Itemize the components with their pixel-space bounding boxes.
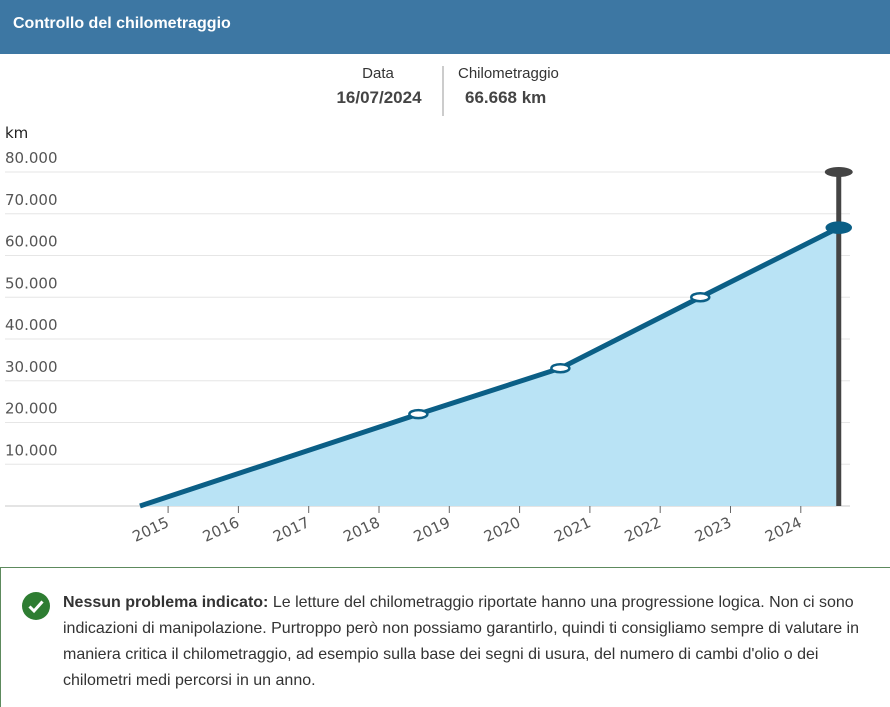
x-tick-label: 2021 bbox=[551, 513, 593, 545]
x-tick-label: 2023 bbox=[692, 513, 734, 545]
y-tick-label: 30.000 bbox=[5, 358, 58, 376]
y-tick-label: 10.000 bbox=[5, 441, 58, 459]
y-tick-label: 60.000 bbox=[5, 233, 58, 251]
x-tick-label: 2022 bbox=[622, 513, 664, 545]
tooltip-mileage-label: Chilometraggio bbox=[458, 65, 559, 82]
y-tick-label: 40.000 bbox=[5, 316, 58, 334]
data-point bbox=[408, 408, 429, 420]
x-tick-label: 2015 bbox=[130, 513, 172, 545]
data-point bbox=[825, 221, 853, 234]
notice: Nessun problema indicato: Le letture del… bbox=[0, 567, 890, 707]
x-tick-label: 2016 bbox=[200, 513, 242, 545]
area-fill bbox=[139, 227, 839, 506]
notice-title: Nessun problema indicato: bbox=[63, 594, 269, 611]
header-title: Controllo del chilometraggio bbox=[0, 0, 890, 54]
x-tick-label: 2024 bbox=[762, 513, 804, 545]
cursor-cap bbox=[824, 167, 853, 177]
y-tick-label: 80.000 bbox=[5, 149, 58, 167]
data-point bbox=[550, 362, 571, 374]
x-tick-label: 2020 bbox=[481, 513, 523, 545]
tooltip-date: 16/07/2024 bbox=[336, 88, 422, 107]
y-tick-label: 50.000 bbox=[5, 274, 58, 292]
y-tick-label: 20.000 bbox=[5, 400, 58, 418]
data-point bbox=[690, 292, 711, 303]
chart: Data 16/07/2024 Chilometraggio 66.668 km… bbox=[5, 65, 853, 546]
y-tick-label: 70.000 bbox=[5, 191, 58, 209]
x-tick-label: 2018 bbox=[340, 513, 382, 545]
x-tick-label: 2019 bbox=[411, 513, 453, 545]
tooltip-mileage: 66.668 km bbox=[465, 88, 546, 107]
tooltip-date-label: Data bbox=[362, 65, 394, 82]
y-axis-label: km bbox=[5, 124, 28, 142]
notice-text: Le letture del chilometraggio riportate … bbox=[63, 594, 859, 689]
x-tick-label: 2017 bbox=[270, 513, 312, 545]
check-icon bbox=[22, 592, 50, 620]
